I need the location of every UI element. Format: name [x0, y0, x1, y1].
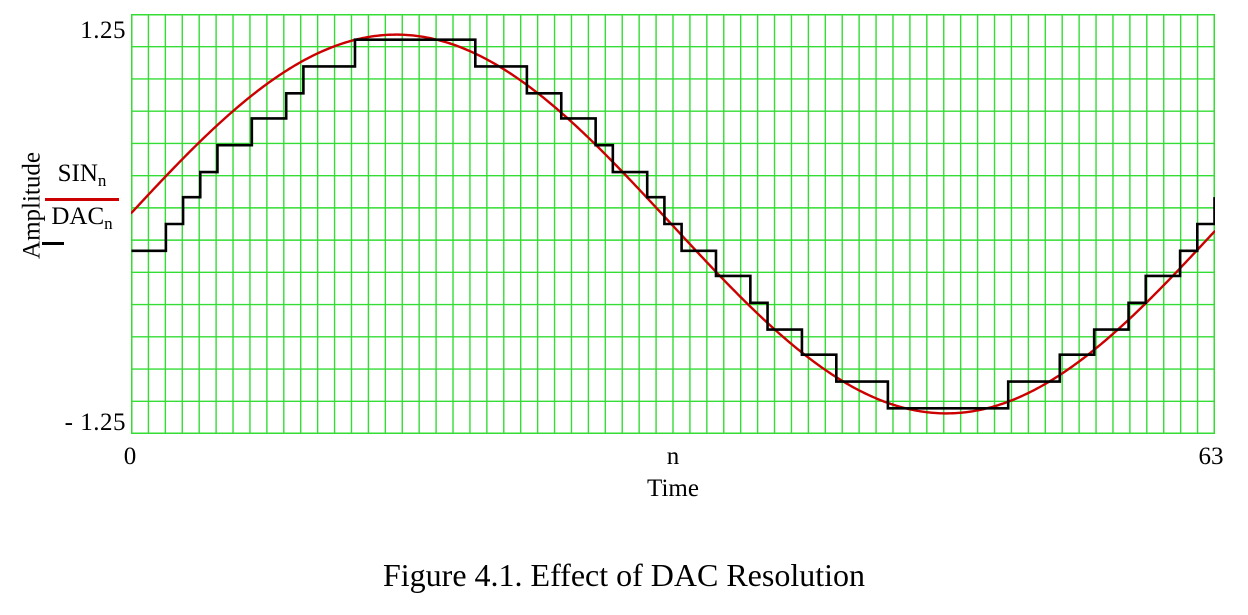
chart-canvas [131, 14, 1215, 434]
legend: SINn DACn [36, 160, 128, 245]
legend-entry-dac: DACn [36, 203, 128, 238]
legend-label-sin-sub: n [97, 171, 107, 190]
legend-entry-sin: SINn [36, 160, 128, 195]
y-axis-min-label: - 1.25 [64, 409, 126, 436]
legend-label-sin-base: SIN [57, 160, 98, 187]
y-axis-max-label: 1.25 [80, 17, 126, 44]
legend-label-dac-base: DAC [51, 203, 105, 230]
plot-area [131, 14, 1215, 434]
x-axis-max-label: 63 [1198, 443, 1224, 470]
legend-swatch-sin-black [42, 242, 64, 245]
series-line-sin-red [131, 33, 1215, 415]
legend-label-dac-sub: n [104, 214, 113, 233]
x-axis-title: Time [647, 475, 699, 502]
x-axis-min-label: 0 [123, 443, 137, 470]
x-axis-mid-label: n [666, 443, 680, 470]
grid-lines [131, 14, 1215, 434]
series-step-dac-black [131, 38, 1215, 410]
legend-swatch-dac-red [45, 198, 119, 201]
figure-caption: Figure 4.1. Effect of DAC Resolution [382, 557, 865, 593]
